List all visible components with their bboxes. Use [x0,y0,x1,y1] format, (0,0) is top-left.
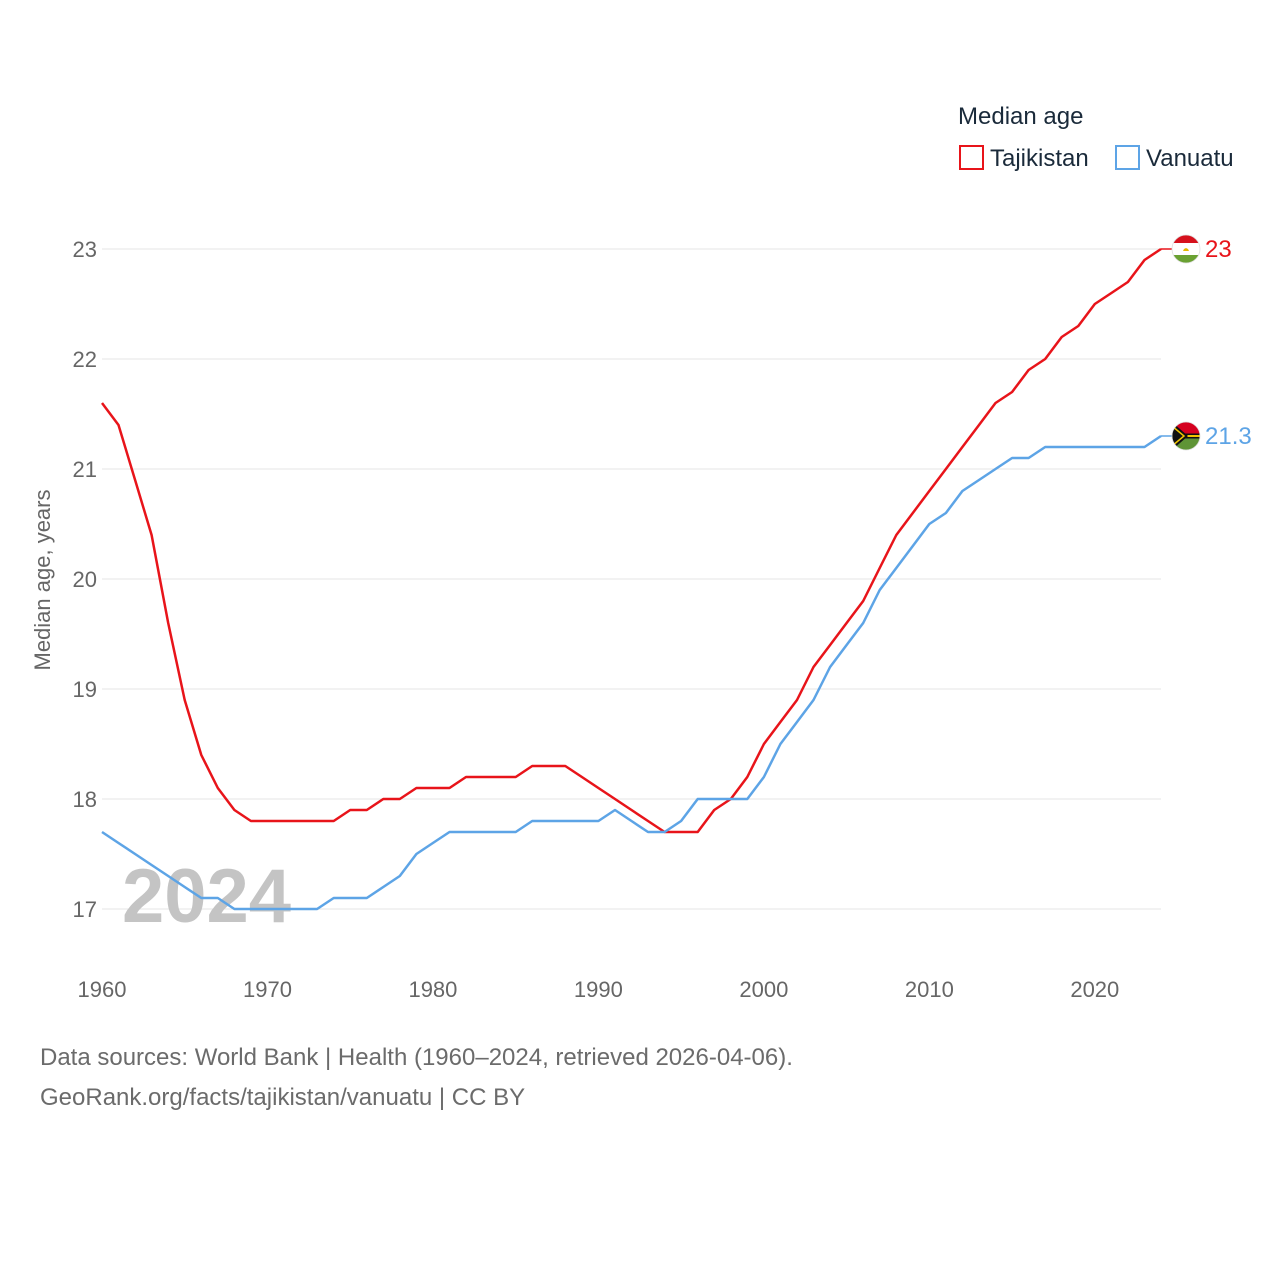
y-axis-ticks: 17 18 19 20 21 22 23 [73,237,97,922]
line-chart: 17 18 19 20 21 22 23 1960 1970 1980 1990 2000 2010 2… [30,103,1252,1002]
x-axis-ticks: 1960 1970 1980 1990 2000 2010 2020 [78,977,1120,1002]
y-axis-label: Median age, years [30,490,55,671]
end-label-tajikistan: 23 [1205,236,1232,263]
y-tick-label: 23 [73,237,97,262]
y-tick-label: 20 [73,567,97,592]
flag-vanuatu-icon [1171,421,1201,451]
series-lines [101,247,1162,911]
footer-link[interactable]: GeoRank.org/facts/tajikistan/vanuatu | C… [40,1084,526,1111]
x-tick-label: 2020 [1070,977,1119,1002]
x-tick-label: 1960 [78,977,127,1002]
legend-swatch-vanuatu [1115,145,1140,170]
gridlines [102,248,1161,910]
x-tick-label: 1980 [408,977,457,1002]
series-line-vanuatu[interactable] [101,434,1162,911]
y-tick-label: 17 [73,897,97,922]
series-end-labels: 23 21.3 [1161,234,1252,451]
flag-tajikistan-icon [1171,234,1201,264]
y-tick-label: 22 [73,347,97,372]
x-tick-label: 2010 [905,977,954,1002]
x-tick-label: 1990 [574,977,623,1002]
legend-title: Median age [958,103,1083,130]
footer-sources: Data sources: World Bank | Health (1960–… [40,1044,793,1071]
legend-swatch-tajikistan [959,145,984,170]
legend: Median age Tajikistan Vanuatu [958,103,1234,172]
end-label-vanuatu: 21.3 [1205,423,1252,450]
x-tick-label: 1970 [243,977,292,1002]
legend-item-tajikistan[interactable]: Tajikistan [959,145,1089,172]
legend-label-vanuatu: Vanuatu [1146,145,1234,172]
x-tick-label: 2000 [739,977,788,1002]
series-line-tajikistan[interactable] [101,247,1162,834]
y-tick-label: 18 [73,787,97,812]
legend-item-vanuatu[interactable]: Vanuatu [1115,145,1234,172]
year-watermark: 2024 [122,854,291,939]
legend-label-tajikistan: Tajikistan [990,145,1089,172]
y-tick-label: 21 [73,457,97,482]
y-tick-label: 19 [73,677,97,702]
